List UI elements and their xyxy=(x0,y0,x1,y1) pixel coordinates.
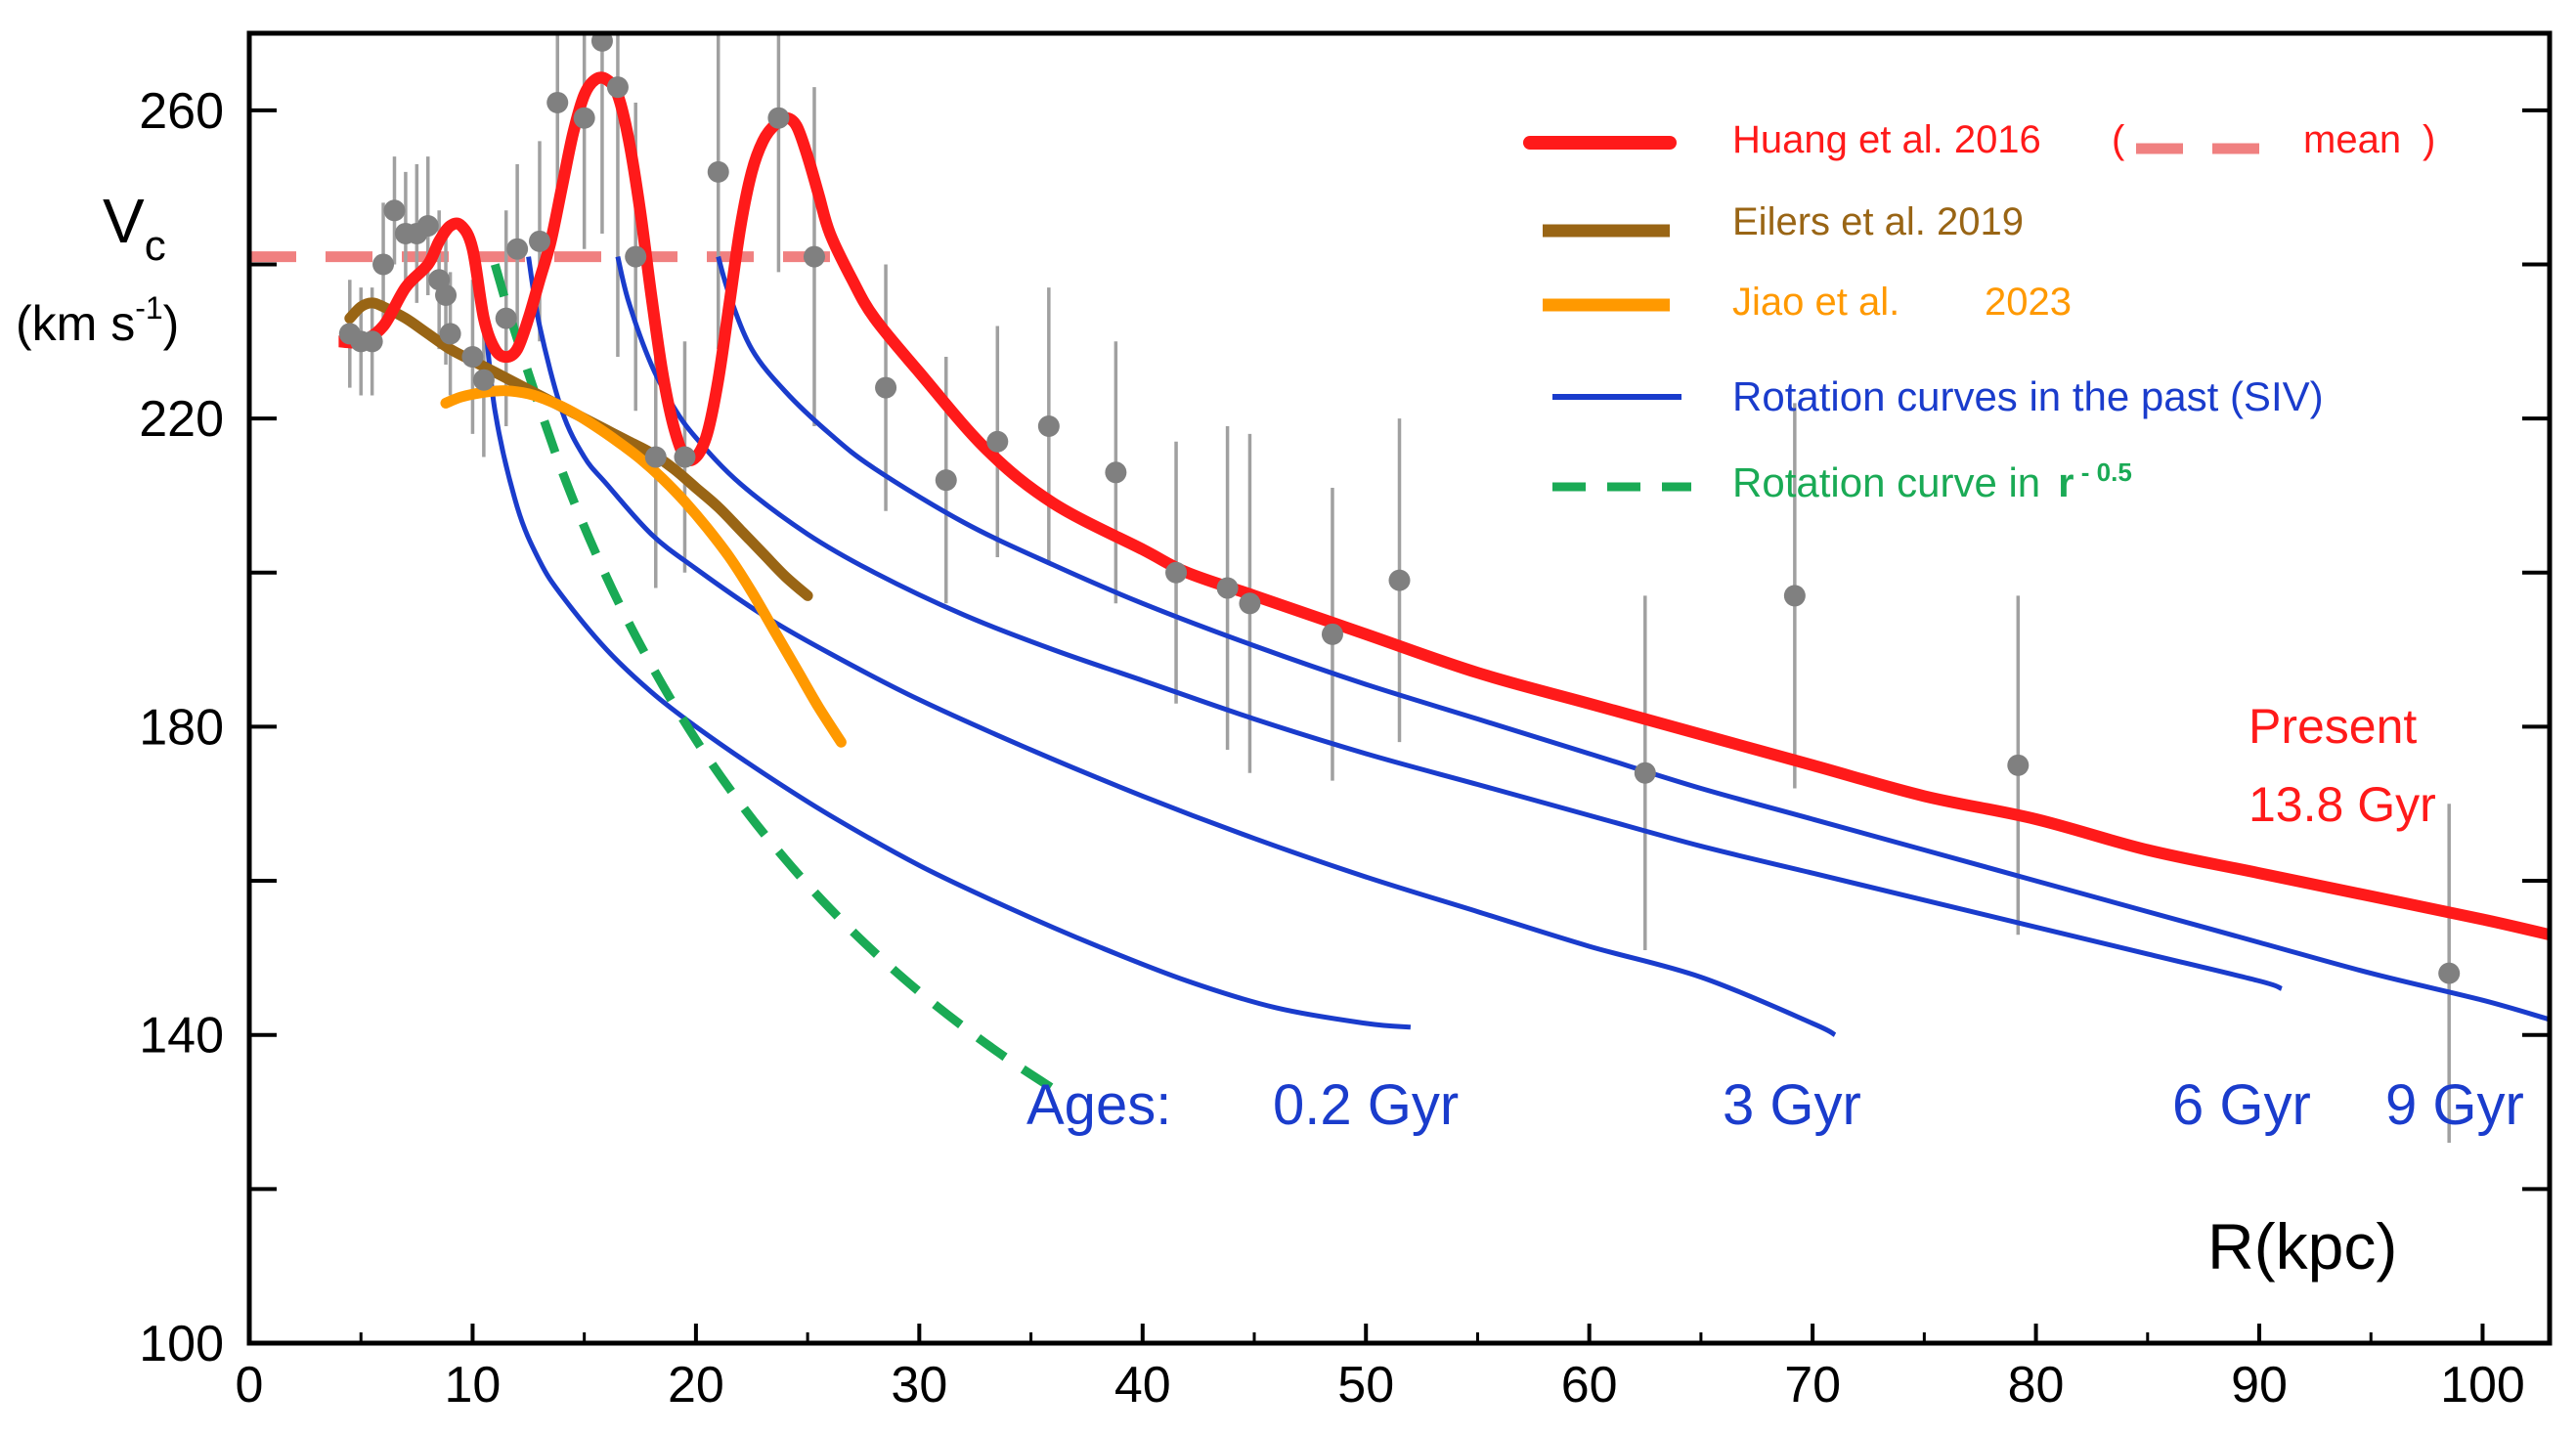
data-point xyxy=(1037,415,1060,437)
data-point xyxy=(416,215,439,238)
plot-frame xyxy=(246,30,2553,1346)
y-tick-label: 140 xyxy=(139,1008,224,1065)
siv-curve xyxy=(615,256,2283,991)
data-point xyxy=(875,376,897,399)
data-point xyxy=(1165,561,1188,584)
siv-curve xyxy=(526,256,1837,1037)
x-tick-label: 0 xyxy=(236,1357,264,1414)
data-point xyxy=(935,469,957,492)
data-point xyxy=(495,307,517,329)
siv-curves xyxy=(481,255,2550,1037)
legend-label-mean: mean xyxy=(2303,118,2401,161)
data-point xyxy=(803,245,825,268)
legend-label-siv: Rotation curves in the past (SIV) xyxy=(1732,373,2324,419)
annotation-ages: Ages: xyxy=(1026,1073,1171,1137)
annotation-age-0-2: 0.2 Gyr xyxy=(1273,1073,1459,1137)
data-point xyxy=(372,253,395,276)
data-point xyxy=(1634,762,1656,784)
data-point xyxy=(383,199,406,222)
huang-curve xyxy=(338,71,2550,941)
jiao-curve-layer xyxy=(440,385,847,748)
x-tick-label: 50 xyxy=(1337,1357,1394,1414)
data-points xyxy=(338,33,2461,984)
data-point xyxy=(1239,592,1261,615)
data-point xyxy=(546,91,569,113)
y-axis-label: Vc xyxy=(103,186,166,270)
data-point xyxy=(2438,962,2461,984)
x-tick-label: 60 xyxy=(1561,1357,1618,1414)
data-point xyxy=(674,446,696,468)
jiao-curve xyxy=(440,385,847,748)
legend-label-eilers: Eilers et al. 2019 xyxy=(1732,200,2024,243)
data-point xyxy=(707,160,729,183)
data-point xyxy=(1321,623,1343,645)
data-point xyxy=(590,33,613,52)
x-tick-label: 80 xyxy=(2008,1357,2065,1414)
data-point xyxy=(435,284,458,306)
data-point xyxy=(606,76,629,99)
data-point xyxy=(472,369,495,391)
y-tick-label: 220 xyxy=(139,391,224,448)
siv-curve xyxy=(716,255,2550,1023)
annotation-age-9: 9 Gyr xyxy=(2385,1073,2524,1137)
x-tick-label: 90 xyxy=(2231,1357,2288,1414)
data-point xyxy=(1783,585,1806,607)
data-point xyxy=(1388,569,1411,591)
data-point xyxy=(2007,754,2030,776)
data-point xyxy=(439,323,461,345)
legend-label-jiao-year: 2023 xyxy=(1985,281,2072,324)
legend-label-r05: Rotation curve in r - 0.5 xyxy=(1732,457,2132,505)
data-point xyxy=(1105,461,1127,484)
y-tick-label: 180 xyxy=(139,699,224,756)
x-tick-label: 70 xyxy=(1784,1357,1841,1414)
x-tick-label: 100 xyxy=(2440,1357,2525,1414)
data-point xyxy=(767,107,790,129)
legend-mean-open: ( xyxy=(2112,118,2125,161)
annotation-present-age: 13.8 Gyr xyxy=(2249,777,2436,832)
data-point xyxy=(361,330,383,353)
y-axis-units: (km s-1) xyxy=(16,290,179,351)
r05-curve-layer xyxy=(490,263,1056,1093)
annotation-present: Present xyxy=(2249,699,2417,754)
annotation-age-3: 3 Gyr xyxy=(1723,1073,1861,1137)
legend-mean-close: ) xyxy=(2423,118,2435,161)
tick-labels: 0 10 20 30 40 50 60 70 80 90 100 100 140 180 220 260 xyxy=(139,83,2525,1414)
y-tick-label: 100 xyxy=(139,1316,224,1372)
x-tick-label: 30 xyxy=(891,1357,947,1414)
siv-curve xyxy=(481,302,1412,1030)
huang-curve-layer xyxy=(338,71,2550,941)
data-point xyxy=(986,430,1009,453)
data-point xyxy=(644,446,667,468)
data-point xyxy=(573,107,595,129)
r05-curve xyxy=(490,263,1056,1093)
legend-label-huang: Huang et al. 2016 xyxy=(1732,118,2041,161)
x-tick-label: 20 xyxy=(668,1357,724,1414)
x-tick-label: 40 xyxy=(1114,1357,1171,1414)
data-point xyxy=(461,346,484,369)
y-tick-label: 260 xyxy=(139,83,224,140)
x-tick-label: 10 xyxy=(445,1357,502,1414)
legend-label-jiao: Jiao et al. xyxy=(1732,281,1899,324)
legend: Huang et al. 2016 ( mean ) Eilers et al.… xyxy=(1523,118,2435,505)
x-axis-label: R(kpc) xyxy=(2207,1210,2397,1283)
data-point xyxy=(506,238,529,260)
data-point xyxy=(625,245,647,268)
data-point xyxy=(1216,577,1239,599)
data-point xyxy=(528,230,550,252)
annotation-age-6: 6 Gyr xyxy=(2172,1073,2311,1137)
